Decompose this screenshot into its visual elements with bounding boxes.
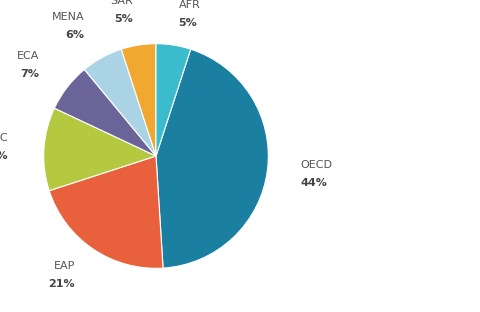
Text: 44%: 44%	[301, 178, 328, 188]
Text: EAP: EAP	[54, 261, 75, 271]
Text: LAC: LAC	[0, 133, 8, 143]
Text: 7%: 7%	[20, 69, 39, 79]
Wedge shape	[44, 108, 156, 191]
Text: 6%: 6%	[66, 30, 84, 40]
Text: ECA: ECA	[16, 51, 39, 61]
Wedge shape	[54, 70, 156, 156]
Wedge shape	[121, 44, 156, 156]
Text: OECD: OECD	[301, 160, 333, 170]
Wedge shape	[84, 49, 156, 156]
Text: MENA: MENA	[52, 12, 84, 22]
Wedge shape	[49, 156, 163, 268]
Text: 12%: 12%	[0, 151, 8, 161]
Text: 5%: 5%	[179, 18, 197, 28]
Text: AFR: AFR	[179, 0, 200, 10]
Text: 5%: 5%	[114, 13, 133, 23]
Text: SAR: SAR	[110, 0, 133, 6]
Text: 21%: 21%	[48, 279, 75, 289]
Wedge shape	[156, 49, 268, 268]
Wedge shape	[156, 44, 191, 156]
